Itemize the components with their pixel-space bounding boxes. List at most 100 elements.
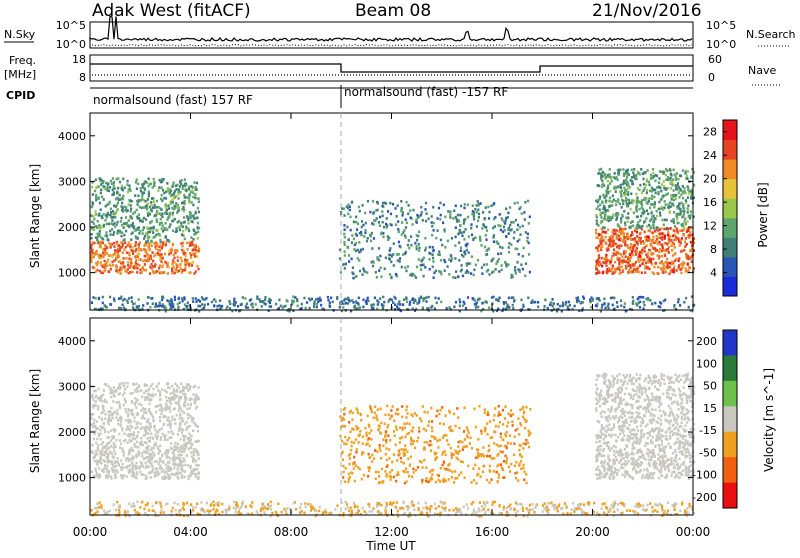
velocity-cell	[370, 438, 372, 441]
power-cell	[388, 237, 390, 240]
power-cell	[137, 249, 139, 252]
power-cell	[120, 307, 122, 310]
power-cell	[601, 257, 603, 260]
power-cell	[679, 244, 681, 247]
power-cell	[636, 198, 638, 201]
velocity-cell	[387, 435, 389, 438]
velocity-cell	[187, 417, 189, 420]
velocity-cell	[358, 434, 360, 437]
power-cell	[189, 217, 191, 220]
velocity-cell	[390, 409, 392, 412]
power-cell	[407, 244, 409, 247]
power-cell	[658, 177, 660, 180]
power-cell	[663, 180, 665, 183]
power-cell	[107, 260, 109, 263]
velocity-cell	[181, 474, 183, 477]
power-colorbar-tick-label: 28	[703, 126, 717, 139]
velocity-cell	[96, 420, 98, 423]
power-cell	[104, 270, 106, 273]
velocity-cell	[345, 443, 347, 446]
power-cell	[165, 206, 167, 209]
power-region	[595, 168, 695, 230]
power-cell	[627, 221, 629, 224]
power-cell	[479, 238, 481, 241]
power-cell	[642, 172, 644, 175]
velocity-cell	[107, 431, 109, 434]
power-cell	[497, 224, 499, 227]
power-cell	[192, 196, 194, 199]
velocity-cell	[159, 460, 161, 463]
power-cell	[477, 200, 479, 203]
velocity-cell	[422, 466, 424, 469]
velocity-cell	[387, 424, 389, 427]
power-cell	[405, 226, 407, 229]
velocity-cell	[161, 467, 163, 470]
power-cell	[168, 266, 170, 269]
power-cell	[660, 190, 662, 193]
power-cell	[410, 244, 412, 247]
velocity-cell	[125, 411, 127, 414]
power-cell	[620, 299, 622, 302]
power-cell	[651, 302, 653, 305]
power-cell	[623, 210, 625, 213]
power-cell	[687, 269, 689, 272]
velocity-cell	[451, 476, 453, 479]
power-cell	[632, 225, 634, 228]
velocity-cell	[375, 478, 377, 481]
power-cell	[473, 274, 475, 277]
power-cell	[405, 218, 407, 221]
velocity-cell	[489, 469, 491, 472]
power-cell	[602, 207, 604, 210]
velocity-cell	[517, 479, 519, 482]
power-cell	[398, 241, 400, 244]
power-cell	[650, 203, 652, 206]
power-cell	[357, 249, 359, 252]
power-cell	[627, 187, 629, 190]
power-cell	[651, 231, 653, 234]
velocity-cell	[418, 430, 420, 433]
power-cell	[381, 205, 383, 208]
power-cell	[125, 257, 127, 260]
velocity-cell	[96, 473, 98, 476]
power-cell	[330, 297, 332, 300]
power-cell	[626, 265, 628, 268]
power-cell	[627, 261, 629, 264]
power-cell	[642, 296, 644, 299]
power-cell	[675, 239, 677, 242]
power-cell	[485, 254, 487, 257]
power-cell	[420, 268, 422, 271]
power-cell	[185, 190, 187, 193]
velocity-cell	[480, 430, 482, 433]
velocity-cell	[150, 385, 152, 388]
power-cell	[680, 239, 682, 242]
power-cell	[157, 189, 159, 192]
velocity-cell	[134, 438, 136, 441]
power-cell	[678, 190, 680, 193]
power-cell	[633, 168, 635, 171]
power-cell	[649, 299, 651, 302]
power-cell	[362, 306, 364, 309]
velocity-cell	[190, 444, 192, 447]
velocity-cell	[132, 455, 134, 458]
power-cell	[416, 266, 418, 269]
power-cell	[476, 211, 478, 214]
power-cell	[424, 237, 426, 240]
power-cell	[122, 243, 124, 246]
power-cell	[648, 184, 650, 187]
velocity-cell	[393, 476, 395, 479]
power-cell	[95, 251, 97, 254]
power-cell	[135, 181, 137, 184]
velocity-cell	[107, 411, 109, 414]
power-cell	[170, 201, 172, 204]
power-cell	[349, 209, 351, 212]
power-cell	[161, 305, 163, 308]
power-cell	[358, 206, 360, 209]
power-cell	[656, 215, 658, 218]
power-cell	[675, 188, 677, 191]
power-cell	[421, 260, 423, 263]
velocity-cell	[104, 464, 106, 467]
velocity-cell	[421, 479, 423, 482]
power-cell	[110, 233, 112, 236]
power-cell	[377, 258, 379, 261]
velocity-cell	[148, 458, 150, 461]
